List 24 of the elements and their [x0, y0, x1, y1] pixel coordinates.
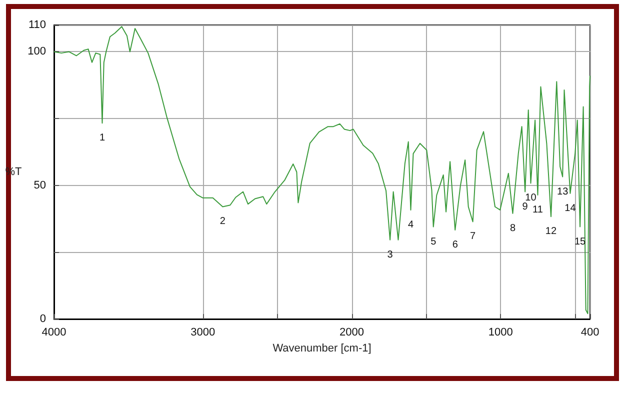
annotation: 5 [430, 236, 437, 248]
x-axis-title: Wavenumber [cm-1] [272, 342, 372, 354]
annotation: 10 [525, 192, 537, 204]
annotation: 11 [532, 204, 544, 216]
y-tick-label: 0 [40, 313, 46, 325]
y-tick-label: 100 [28, 46, 46, 58]
annotation: 1 [99, 132, 106, 144]
y-tick-label: 50 [34, 179, 46, 192]
x-tick-label: 3000 [190, 326, 216, 338]
y-tick-label: 110 [28, 19, 46, 31]
annotation: 7 [470, 231, 476, 242]
x-tick-label: 2000 [340, 326, 364, 338]
annotation: 3 [387, 249, 394, 260]
annotation: 8 [510, 222, 516, 234]
x-tick-label: 1000 [488, 326, 513, 338]
x-tick-label: 400 [580, 326, 600, 338]
annotation: 9 [522, 201, 528, 212]
annotation: 13 [557, 186, 569, 198]
annotation: 12 [545, 226, 557, 238]
annotation: 6 [452, 240, 458, 250]
annotation: 14 [564, 202, 576, 214]
x-tick-label: 4000 [42, 326, 66, 338]
annotation: 4 [408, 219, 414, 230]
annotation: 2 [220, 216, 226, 228]
